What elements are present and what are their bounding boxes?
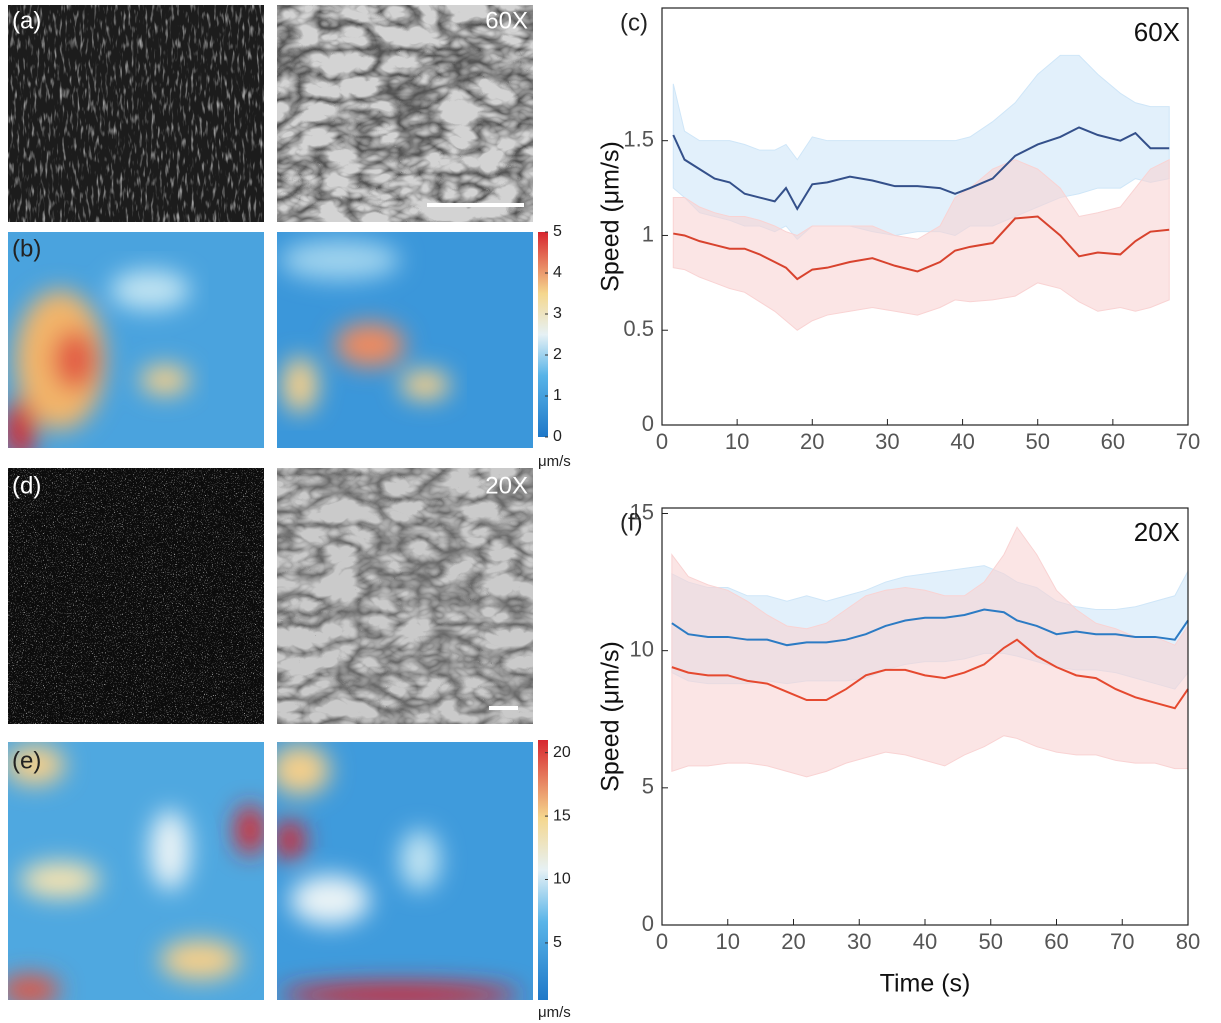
x-tick-label: 50: [1025, 429, 1049, 454]
x-tick-label: 50: [979, 929, 1003, 954]
colorbar: [538, 232, 548, 437]
panel-label: (d): [12, 472, 41, 499]
colorbar-tick-label: 5: [553, 223, 562, 240]
line: [673, 215, 1170, 281]
line: [672, 126, 1170, 211]
annotation: 60X: [1134, 17, 1180, 47]
x-tick-label: 80: [1176, 929, 1200, 954]
y-axis-label: Speed (μm/s): [597, 141, 625, 292]
panel-label: (a): [12, 7, 41, 34]
x-tick-label: 10: [725, 429, 749, 454]
colorbar-tick-label: 15: [553, 807, 571, 824]
y-tick-label: 15: [630, 499, 654, 524]
line: [671, 638, 1189, 710]
line: [671, 608, 1189, 647]
image-texture: [8, 5, 264, 222]
y-tick-label: 5: [642, 774, 654, 799]
panel-label: (f): [620, 509, 643, 536]
error-band: [672, 54, 1170, 240]
x-tick-label: 40: [913, 929, 937, 954]
x-axis-label: Time (s): [880, 970, 971, 998]
error-band: [672, 158, 1170, 331]
heatmap: [8, 742, 264, 1000]
error-band: [671, 526, 1189, 778]
x-tick-label: 70: [1110, 929, 1134, 954]
colorbar-tick-label: 10: [553, 871, 571, 888]
colorbar-tick-label: 20: [553, 744, 571, 761]
image-texture: [277, 468, 533, 724]
y-tick-label: 0: [642, 411, 654, 436]
magnification: 20X: [485, 472, 528, 499]
colorbar-tick-label: 5: [553, 934, 562, 951]
image-texture: [277, 5, 533, 222]
heatmap: [277, 232, 533, 448]
x-tick-label: 20: [781, 929, 805, 954]
image-texture: [8, 468, 264, 724]
y-axis-label: Speed (μm/s): [597, 641, 625, 792]
plot-frame: [661, 7, 1189, 426]
colorbar-tick-label: 4: [553, 264, 562, 281]
y-tick-label: 10: [630, 636, 654, 661]
colorbar: [538, 740, 548, 1000]
x-tick-label: 0: [656, 429, 668, 454]
x-tick-label: 30: [875, 429, 899, 454]
y-tick-label: 1.5: [623, 126, 654, 151]
x-tick-label: 10: [716, 929, 740, 954]
y-tick-label: 0.5: [623, 316, 654, 341]
y-tick-label: 0: [642, 911, 654, 936]
heatmap: [8, 232, 264, 448]
y-tick-label: 1: [642, 221, 654, 246]
colorbar-tick-label: 0: [553, 428, 562, 445]
panel-label: (e): [12, 747, 41, 774]
x-tick-label: 60: [1044, 929, 1068, 954]
x-tick-label: 70: [1176, 429, 1200, 454]
x-tick-label: 40: [950, 429, 974, 454]
colorbar-unit: μm/s: [538, 1004, 571, 1021]
colorbar-tick-label: 2: [553, 346, 562, 363]
panel-label: (c): [620, 9, 648, 36]
annotation: 20X: [1134, 517, 1180, 547]
heatmap: [277, 742, 533, 1000]
x-tick-label: 60: [1101, 429, 1125, 454]
x-tick-label: 20: [800, 429, 824, 454]
colorbar-tick-label: 3: [553, 305, 562, 322]
x-tick-label: 30: [847, 929, 871, 954]
colorbar-unit: μm/s: [538, 453, 571, 470]
magnification: 60X: [485, 7, 528, 34]
x-tick-label: 0: [656, 929, 668, 954]
panel-label: (b): [12, 235, 41, 262]
colorbar-tick-label: 1: [553, 387, 562, 404]
